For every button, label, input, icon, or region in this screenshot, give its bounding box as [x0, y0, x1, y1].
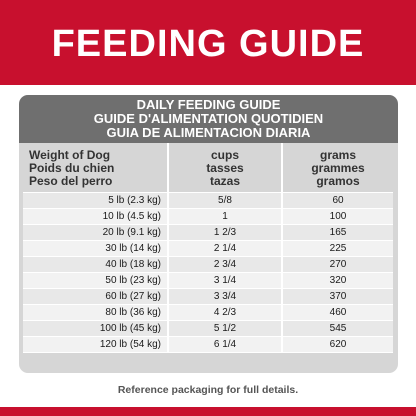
cups-cell: 4 2/3	[169, 305, 283, 321]
weight-cell: 40 lb (18 kg)	[23, 257, 169, 273]
col-grams-en: grams	[319, 148, 357, 162]
grams-cell: 320	[283, 273, 393, 289]
feeding-table: Weight of Dog Poids du chien Peso del pe…	[23, 143, 393, 353]
grams-cell: 60	[283, 193, 393, 209]
col-grams-es: gramos	[316, 174, 360, 188]
table-row: 60 lb (27 kg) 3 3/4 370	[23, 289, 393, 305]
table-row: 100 lb (45 kg) 5 1/2 545	[23, 321, 393, 337]
col-grams-fr: grammes	[311, 161, 365, 175]
col-header-weight: Weight of Dog Poids du chien Peso del pe…	[23, 143, 169, 193]
footer-note: Reference packaging for full details.	[117, 384, 299, 396]
weight-cell: 20 lb (9.1 kg)	[23, 225, 169, 241]
weight-cell: 80 lb (36 kg)	[23, 305, 169, 321]
weight-cell: 50 lb (23 kg)	[23, 273, 169, 289]
table-header-row: Weight of Dog Poids du chien Peso del pe…	[23, 143, 393, 193]
col-weight-fr: Poids du chien	[29, 161, 115, 175]
table-row: 40 lb (18 kg) 2 3/4 270	[23, 257, 393, 273]
grams-cell: 100	[283, 209, 393, 225]
table-row: 50 lb (23 kg) 3 1/4 320	[23, 273, 393, 289]
table-row: 5 lb (2.3 kg) 5/8 60	[23, 193, 393, 209]
header-spanish: GUIA DE ALIMENTACION DIARIA	[106, 125, 311, 140]
feeding-guide-card: DAILY FEEDING GUIDE GUIDE D'ALIMENTATION…	[19, 95, 398, 373]
table-row: 20 lb (9.1 kg) 1 2/3 165	[23, 225, 393, 241]
cups-cell: 6 1/4	[169, 337, 283, 353]
cups-cell: 2 3/4	[169, 257, 283, 273]
table-row: 80 lb (36 kg) 4 2/3 460	[23, 305, 393, 321]
grams-cell: 165	[283, 225, 393, 241]
cups-cell: 1 2/3	[169, 225, 283, 241]
grams-cell: 270	[283, 257, 393, 273]
col-cups-fr: tasses	[206, 161, 244, 175]
title-banner: FEEDING GUIDE	[0, 0, 416, 85]
grams-cell: 460	[283, 305, 393, 321]
col-cups-es: tazas	[209, 174, 241, 188]
grams-cell: 620	[283, 337, 393, 353]
table-row: 10 lb (4.5 kg) 1 100	[23, 209, 393, 225]
col-header-cups: cups tasses tazas	[169, 143, 283, 193]
weight-cell: 120 lb (54 kg)	[23, 337, 169, 353]
header-french: GUIDE D'ALIMENTATION QUOTIDIEN	[93, 111, 324, 126]
weight-cell: 5 lb (2.3 kg)	[23, 193, 169, 209]
table-row: 120 lb (54 kg) 6 1/4 620	[23, 337, 393, 353]
cups-cell: 1	[169, 209, 283, 225]
table-row: 30 lb (14 kg) 2 1/4 225	[23, 241, 393, 257]
bottom-accent-bar	[0, 407, 416, 416]
col-weight-en: Weight of Dog	[29, 148, 111, 162]
col-cups-en: cups	[210, 148, 239, 162]
cups-cell: 3 1/4	[169, 273, 283, 289]
grams-cell: 545	[283, 321, 393, 337]
cups-cell: 3 3/4	[169, 289, 283, 305]
weight-cell: 100 lb (45 kg)	[23, 321, 169, 337]
col-header-grams: grams grammes gramos	[283, 143, 393, 193]
cups-cell: 5/8	[169, 193, 283, 209]
col-weight-es: Peso del perro	[29, 174, 113, 188]
header-english: DAILY FEEDING GUIDE	[136, 97, 281, 112]
page-title: FEEDING GUIDE	[51, 23, 365, 65]
weight-cell: 10 lb (4.5 kg)	[23, 209, 169, 225]
weight-cell: 30 lb (14 kg)	[23, 241, 169, 257]
weight-cell: 60 lb (27 kg)	[23, 289, 169, 305]
grams-cell: 225	[283, 241, 393, 257]
grams-cell: 370	[283, 289, 393, 305]
card-header: DAILY FEEDING GUIDE GUIDE D'ALIMENTATION…	[19, 95, 398, 143]
cups-cell: 2 1/4	[169, 241, 283, 257]
cups-cell: 5 1/2	[169, 321, 283, 337]
